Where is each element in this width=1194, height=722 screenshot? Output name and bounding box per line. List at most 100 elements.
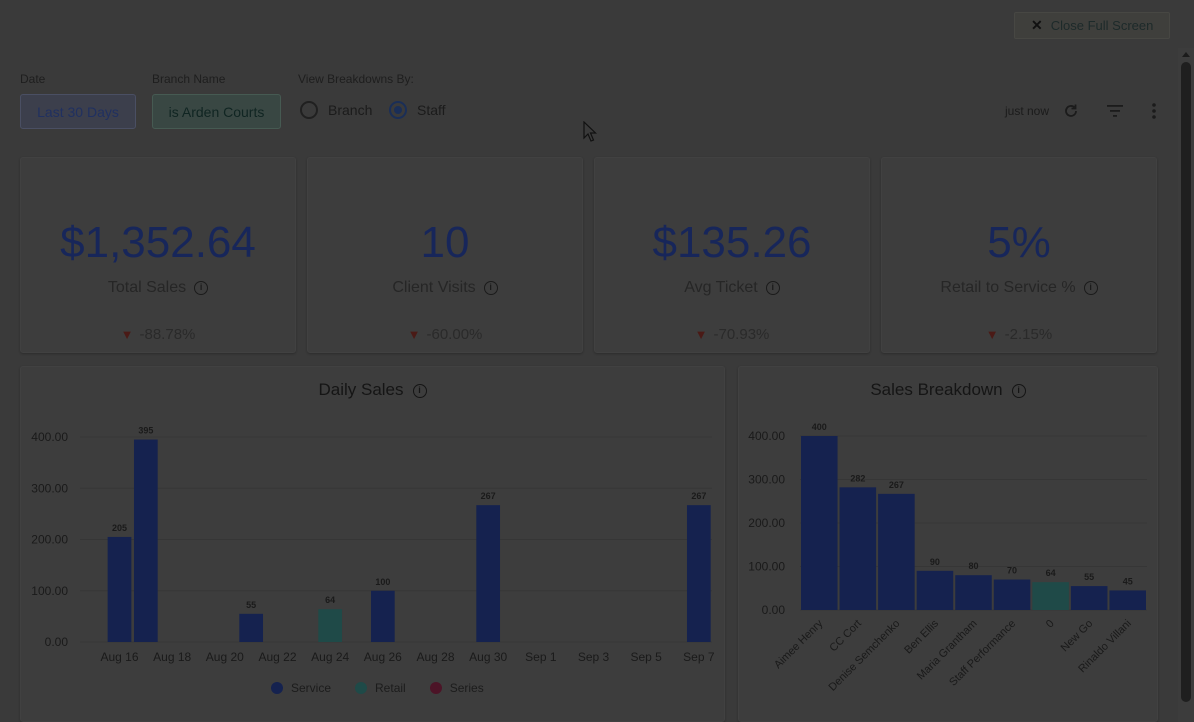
- kpi-card-total-sales: $1,352.64 Total Sales i ▼ -88.78%: [20, 157, 296, 353]
- bar: [993, 579, 1031, 610]
- y-tick-label: 100.00: [748, 560, 785, 574]
- bar: [476, 505, 501, 642]
- mouse-cursor-icon: [583, 121, 597, 142]
- bar-value-label: 267: [691, 491, 706, 501]
- bar-value-label: 45: [1123, 576, 1133, 586]
- y-tick-label: 300.00: [748, 473, 785, 487]
- legend-dot-series: [429, 682, 442, 694]
- page-scrollbar[interactable]: [1178, 48, 1194, 722]
- bar: [955, 575, 992, 610]
- bar: [839, 487, 877, 610]
- legend-item-retail[interactable]: Retail: [355, 681, 406, 695]
- scroll-up-icon[interactable]: [1182, 52, 1190, 57]
- y-tick-label: 0.00: [45, 635, 69, 649]
- bar: [133, 439, 158, 642]
- kpi-card-avg-ticket: $135.26 Avg Ticket i ▼ -70.93%: [594, 157, 870, 353]
- bar-value-label: 205: [112, 523, 127, 533]
- radio-branch-circle[interactable]: [300, 101, 318, 119]
- bar: [318, 609, 343, 642]
- bar-value-label: 267: [889, 480, 904, 490]
- kpi-value: $1,352.64: [60, 218, 256, 267]
- bar-value-label: 267: [481, 491, 496, 501]
- date-filter-label: Date: [20, 72, 46, 86]
- info-icon[interactable]: i: [765, 280, 780, 295]
- legend-dot-service: [271, 682, 283, 694]
- bar: [239, 613, 264, 642]
- kpi-label-text: Client Visits: [392, 279, 476, 296]
- down-triangle-icon: ▼: [407, 327, 421, 342]
- info-icon[interactable]: i: [412, 383, 427, 398]
- kpi-card-client-visits: 10 Client Visits i ▼ -60.00%: [307, 157, 583, 353]
- kpi-label: Retail to Service % i: [882, 279, 1156, 297]
- kpi-change: ▼ -2.15%: [882, 326, 1156, 343]
- x-tick-label: 0: [1044, 618, 1057, 631]
- bar-value-label: 90: [930, 557, 940, 567]
- daily-sales-legend: Service Retail Series: [271, 681, 484, 695]
- branch-filter-button[interactable]: is Arden Courts: [152, 94, 281, 129]
- x-tick-label: Denise Semchenko: [827, 618, 903, 694]
- x-tick-label: Sep 7: [683, 650, 715, 664]
- bar: [1109, 590, 1146, 610]
- refresh-icon[interactable]: [1062, 102, 1080, 120]
- scrollbar-thumb[interactable]: [1181, 62, 1191, 702]
- date-filter-button[interactable]: Last 30 Days: [20, 94, 136, 129]
- bar: [107, 536, 132, 642]
- radio-staff[interactable]: Staff: [389, 101, 446, 119]
- x-tick-label: New Go: [1059, 618, 1096, 655]
- legend-item-series[interactable]: Series: [429, 681, 484, 695]
- branch-filter-label: Branch Name: [152, 72, 226, 86]
- x-tick-label: Aug 28: [416, 650, 454, 664]
- bar-value-label: 282: [850, 473, 865, 483]
- radio-branch-label: Branch: [328, 102, 373, 118]
- kpi-value: 5%: [987, 218, 1051, 267]
- y-tick-label: 200.00: [748, 516, 785, 530]
- bar-value-label: 64: [325, 595, 335, 605]
- radio-branch[interactable]: Branch: [300, 101, 372, 119]
- kpi-card-retail-to-service: 5% Retail to Service % i ▼ -2.15%: [881, 157, 1157, 353]
- kpi-change-text: -2.15%: [1004, 326, 1053, 343]
- info-icon[interactable]: i: [194, 280, 209, 295]
- sales-breakdown-title: Sales Breakdown i: [739, 380, 1157, 400]
- bar: [370, 590, 395, 642]
- sales-breakdown-chart: 0.00 100.00 200.00 300.00 400.00 400 Aimee Hen…: [748, 422, 1147, 694]
- legend-dot-retail: [355, 682, 368, 694]
- kpi-label-text: Retail to Service %: [940, 279, 1076, 296]
- info-icon[interactable]: i: [1083, 280, 1098, 295]
- bar-value-label: 80: [968, 561, 978, 571]
- sales-breakdown-title-text: Sales Breakdown: [870, 380, 1003, 399]
- bar: [1032, 582, 1069, 610]
- more-vert-icon[interactable]: [1150, 102, 1158, 120]
- bar-value-label: 55: [246, 600, 256, 610]
- x-tick-label: Sep 5: [630, 650, 662, 664]
- kpi-change-text: -60.00%: [426, 326, 483, 343]
- bar-value-label: 400: [812, 422, 827, 432]
- kpi-change: ▼ -70.93%: [595, 326, 869, 343]
- x-tick-label: Sep 1: [525, 650, 557, 664]
- x-tick-label: Aug 24: [311, 650, 349, 664]
- down-triangle-icon: ▼: [694, 327, 708, 342]
- breakdown-label: View Breakdowns By:: [298, 72, 414, 86]
- legend-item-service[interactable]: Service: [271, 681, 331, 695]
- kpi-change: ▼ -60.00%: [308, 326, 582, 343]
- bar: [916, 570, 954, 610]
- bar-value-label: 64: [1046, 568, 1056, 578]
- kpi-label: Client Visits i: [308, 279, 582, 297]
- close-full-screen-button[interactable]: ✕ Close Full Screen: [1014, 12, 1170, 39]
- close-full-screen-label: Close Full Screen: [1050, 18, 1154, 33]
- kpi-value: $135.26: [652, 218, 812, 267]
- last-refreshed-text: just now: [1005, 104, 1050, 118]
- info-icon[interactable]: i: [1011, 383, 1026, 398]
- info-icon[interactable]: i: [483, 280, 498, 295]
- x-tick-label: CC Cort: [827, 618, 864, 655]
- kpi-change: ▼ -88.78%: [21, 326, 295, 343]
- bar: [1070, 586, 1108, 610]
- bar: [801, 436, 838, 610]
- down-triangle-icon: ▼: [985, 327, 999, 342]
- bar-value-label: 55: [1084, 572, 1094, 582]
- filter-icon[interactable]: [1106, 104, 1124, 118]
- kpi-label-text: Avg Ticket: [684, 279, 758, 296]
- y-tick-label: 400.00: [748, 429, 785, 443]
- radio-staff-circle[interactable]: [389, 101, 407, 119]
- y-tick-label: 100.00: [31, 584, 68, 598]
- legend-label: Service: [291, 681, 332, 695]
